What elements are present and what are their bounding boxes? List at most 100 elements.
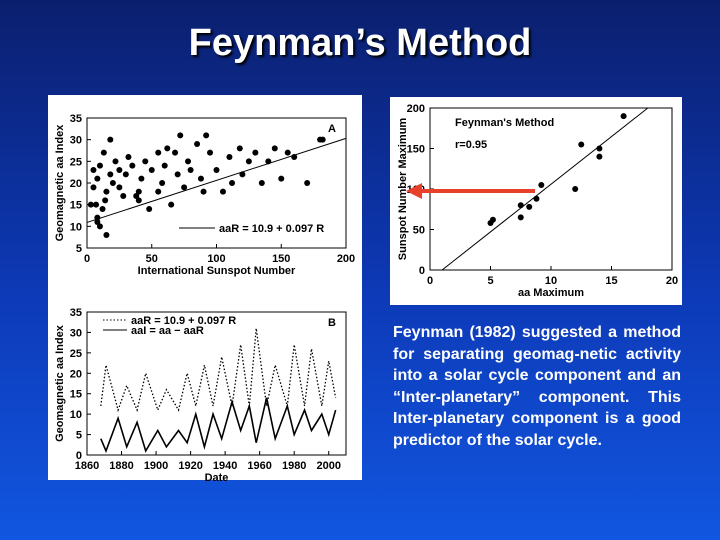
point — [125, 154, 132, 160]
point — [133, 193, 140, 199]
x-tick-label: 0 — [84, 253, 90, 265]
x-tick-label: 150 — [272, 253, 290, 265]
x-tick-label: 1860 — [75, 460, 99, 472]
point — [185, 158, 192, 165]
y-tick-label: 50 — [413, 225, 425, 237]
point — [107, 171, 114, 178]
point — [96, 223, 103, 230]
point — [278, 175, 285, 182]
point — [148, 167, 155, 173]
point — [107, 136, 114, 143]
y-tick-label: 35 — [70, 113, 82, 125]
point — [129, 162, 136, 169]
point — [229, 180, 236, 186]
legend-label: aaI = aa − aaR — [131, 325, 204, 337]
x-tick-label: 1960 — [247, 460, 271, 472]
point — [271, 145, 278, 152]
y-tick-label: 10 — [70, 221, 82, 233]
point — [258, 180, 265, 186]
series-line — [100, 397, 337, 454]
point — [620, 113, 627, 120]
point — [526, 203, 533, 210]
y-axis-label: Geomagnetic aa Index — [54, 124, 66, 242]
x-tick-label: 1940 — [213, 460, 237, 472]
x-tick-label: 1880 — [109, 460, 133, 472]
point — [112, 158, 119, 165]
y-tick-label: 15 — [70, 389, 82, 401]
point — [572, 186, 579, 192]
point — [116, 167, 123, 173]
point — [159, 180, 166, 186]
y-tick-label: 0 — [76, 450, 82, 462]
point — [517, 202, 524, 209]
point — [236, 145, 243, 152]
point — [116, 184, 123, 191]
point — [90, 167, 97, 173]
point — [168, 201, 175, 208]
plot-frame — [86, 311, 347, 456]
x-tick-label: 50 — [146, 253, 158, 265]
point — [90, 184, 97, 191]
x-tick-label: 1900 — [144, 460, 168, 472]
point — [94, 219, 101, 225]
point — [103, 232, 110, 238]
paragraph: Feynman (1982) suggested a method for se… — [393, 324, 681, 449]
arrow-head — [406, 183, 422, 199]
point — [122, 171, 129, 178]
y-tick-label: 200 — [407, 103, 425, 115]
y-tick-label: 15 — [70, 200, 82, 212]
x-tick-label: 2000 — [316, 460, 340, 472]
point — [207, 149, 214, 156]
point — [96, 162, 103, 169]
point — [142, 158, 149, 165]
y-axis-label: Sunspot Number Maximum — [397, 118, 409, 261]
x-axis-label: aa Maximum — [518, 287, 584, 299]
point — [226, 154, 233, 160]
x-tick-label: 20 — [666, 275, 678, 287]
x-axis-label: International Sunspot Number — [138, 265, 296, 277]
point — [135, 197, 142, 204]
fit-line — [86, 137, 347, 223]
y-tick-label: 30 — [70, 327, 82, 339]
point — [161, 162, 168, 169]
point — [578, 141, 585, 148]
y-tick-label: 35 — [70, 307, 82, 319]
point — [103, 188, 110, 195]
annotation: A — [328, 123, 336, 135]
point — [596, 153, 603, 160]
y-axis-label: Geomagnetic aa Index — [54, 324, 66, 442]
legend-label: aaR = 10.9 + 0.097 R — [219, 223, 324, 235]
point — [177, 132, 184, 139]
point — [284, 149, 291, 156]
chart-title: Feynman's Method — [455, 117, 554, 129]
point — [181, 184, 188, 191]
x-tick-label: 1920 — [178, 460, 202, 472]
point — [304, 180, 311, 186]
y-tick-label: 30 — [70, 135, 82, 147]
point — [138, 175, 145, 182]
point — [252, 149, 259, 156]
y-tick-label: 20 — [70, 368, 82, 380]
legend-label: aaR = 10.9 + 0.097 R — [131, 315, 236, 327]
point — [87, 201, 94, 208]
point — [538, 181, 545, 188]
fit-line — [441, 107, 649, 271]
y-tick-label: 0 — [419, 265, 425, 277]
y-tick-label: 25 — [70, 348, 82, 360]
point — [213, 167, 220, 173]
point — [194, 141, 201, 147]
annotation: r=0.95 — [455, 139, 487, 151]
point — [109, 180, 116, 186]
point — [245, 158, 252, 165]
point — [93, 201, 100, 208]
point — [94, 175, 101, 182]
annotation: B — [328, 317, 336, 329]
point — [174, 171, 181, 178]
point — [203, 132, 210, 139]
y-tick-label: 5 — [76, 430, 82, 442]
point — [197, 175, 204, 182]
point — [164, 145, 171, 152]
x-tick-label: 15 — [605, 275, 617, 287]
y-tick-label: 10 — [70, 409, 82, 421]
